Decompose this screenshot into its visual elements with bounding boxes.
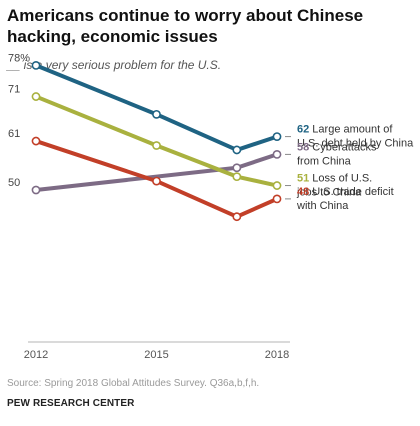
series-line	[34, 94, 279, 188]
series-label: with China	[296, 200, 349, 212]
start-value-label: 78%	[8, 52, 30, 64]
end-value-label: 62 Large amount of	[297, 124, 393, 136]
series-line	[34, 139, 279, 219]
x-tick-label: 2018	[265, 349, 289, 361]
data-point	[31, 61, 41, 70]
data-point	[272, 149, 282, 159]
data-point	[232, 163, 242, 173]
data-point	[31, 185, 41, 195]
organization-credit: PEW RESEARCH CENTER	[7, 398, 135, 409]
start-value-label: 61	[8, 128, 20, 140]
data-point	[152, 141, 161, 150]
data-point	[272, 194, 282, 204]
data-point	[232, 145, 242, 155]
data-point	[232, 172, 242, 182]
x-tick-label: 2012	[24, 349, 48, 361]
data-point	[31, 92, 41, 101]
series-label: from China	[297, 155, 352, 167]
chart-title: Americans continue to worry about Chines…	[7, 6, 364, 46]
source-note: Source: Spring 2018 Global Attitudes Sur…	[7, 378, 260, 389]
start-value-label: 71	[8, 84, 20, 96]
x-tick-label: 2015	[144, 349, 168, 361]
start-value-label: 50	[8, 177, 20, 189]
end-value-label: 58 Cyberattacks	[297, 141, 377, 153]
data-point	[31, 136, 41, 146]
series-label: jobs to China	[296, 187, 362, 199]
series-label: U.S. debt held by China	[297, 138, 414, 150]
end-value-label: 51 Loss of U.S.	[297, 173, 372, 185]
data-point	[272, 132, 282, 141]
data-point	[152, 176, 161, 186]
data-point	[232, 212, 242, 222]
data-point	[152, 109, 161, 119]
chart-subtitle: __ is a very serious problem for the U.S…	[7, 58, 222, 72]
end-value-label: 48 U.S. trade deficit	[297, 186, 394, 198]
data-point	[272, 181, 282, 190]
series-line	[34, 63, 279, 152]
